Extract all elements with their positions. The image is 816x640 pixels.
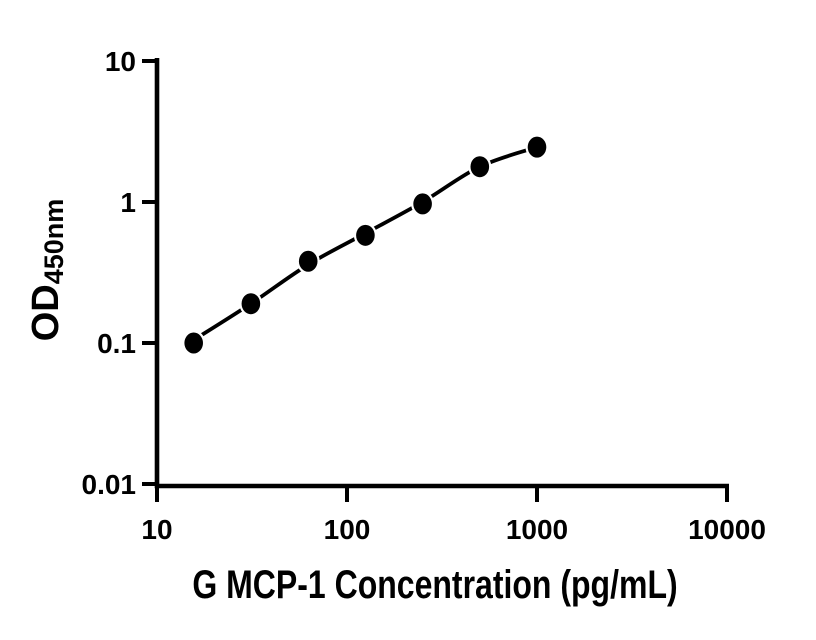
data-point [470,156,490,178]
data-point [298,250,318,272]
x-tick-label: 1000 [506,514,568,545]
y-axis-title-main: OD [25,284,67,341]
y-axis-title-subscript: 450nm [39,199,69,285]
x-tick-label: 10000 [688,514,766,545]
x-tick-label: 100 [324,514,371,545]
tick-labels-layer: 10 100 1000 10000 10 1 0.1 0.01 [82,46,766,545]
y-axis-title: OD450nm [25,199,69,342]
data-points-layer [182,134,549,356]
data-point [527,136,547,158]
y-tick-label: 0.1 [97,328,136,359]
data-point [184,332,203,354]
data-point [356,224,375,246]
y-tick-label: 1 [120,187,136,218]
x-axis-title: G MCP-1 Concentration (pg/mL) [192,562,677,607]
y-tick-label: 0.01 [82,469,137,500]
x-tick-label: 10 [141,514,172,545]
data-point [241,293,261,315]
axis-spines [154,58,729,489]
data-point [413,193,432,215]
y-tick-label: 10 [105,46,136,77]
axes-layer [142,58,729,502]
